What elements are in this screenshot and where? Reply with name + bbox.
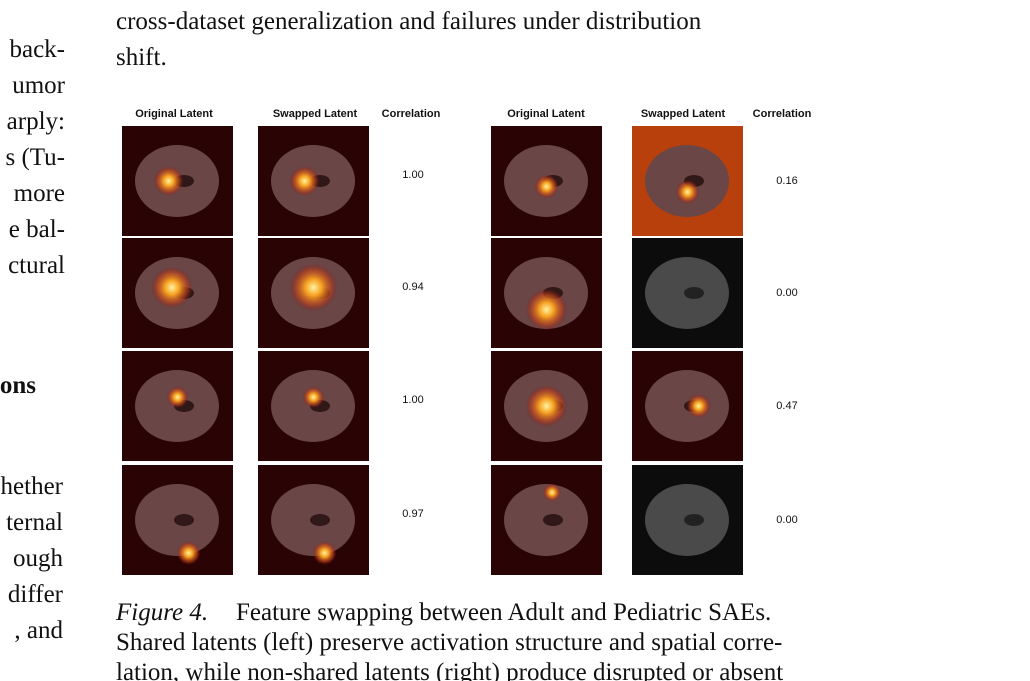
brain-image — [258, 126, 369, 236]
column-header: Swapped Latent — [273, 108, 358, 120]
left-column-line: umor — [12, 72, 65, 99]
activation — [153, 166, 184, 196]
ventricle — [684, 287, 704, 299]
left-column-line: differ — [8, 581, 64, 608]
left-column-line: hether — [1, 473, 64, 500]
caption-line: Shared latents (left) preserve activatio… — [116, 629, 782, 656]
left-column-line: ctural — [8, 252, 65, 279]
ventricle — [684, 514, 704, 526]
correlation-value: 0.94 — [402, 281, 423, 293]
activation — [150, 266, 193, 309]
brain-image — [258, 238, 369, 348]
ventricle — [310, 514, 330, 526]
caption-label: Figure 4. — [115, 599, 208, 626]
correlation-value: 1.00 — [402, 394, 423, 406]
correlation-value: 0.97 — [402, 508, 423, 520]
column-header: Swapped Latent — [641, 108, 726, 120]
ventricle — [174, 514, 194, 526]
activation — [686, 394, 711, 418]
left-column-line: more — [14, 180, 65, 207]
brain-image — [122, 126, 233, 236]
left-column-line: ough — [13, 545, 64, 572]
activation — [525, 288, 568, 331]
brain-image — [491, 465, 602, 575]
activation — [525, 385, 568, 427]
left-column-line: e bal- — [9, 216, 65, 243]
brain-image — [632, 351, 743, 461]
body-line: shift. — [116, 44, 167, 71]
column-header: Original Latent — [135, 108, 213, 120]
section-heading: ons — [0, 372, 36, 399]
column-header: Correlation — [753, 108, 812, 120]
activation — [176, 541, 201, 565]
activation — [675, 180, 700, 204]
column-header: Correlation — [382, 108, 441, 120]
left-column-line: , and — [14, 617, 63, 644]
brain-image — [632, 465, 743, 575]
correlation-value: 0.16 — [776, 175, 797, 187]
activation — [289, 263, 338, 312]
left-column-line: arply: — [7, 108, 65, 135]
activation — [166, 386, 189, 409]
correlation-value: 0.47 — [776, 400, 797, 412]
left-column-line: s (Tu- — [5, 144, 65, 171]
brain-image — [258, 465, 369, 575]
left-column-line: back- — [9, 36, 65, 63]
brain-image — [258, 351, 369, 461]
caption-line: Feature swapping between Adult and Pedia… — [236, 599, 771, 626]
brain-image — [122, 351, 233, 461]
brain-image — [491, 126, 602, 236]
column-header: Original Latent — [507, 108, 585, 120]
activation — [302, 386, 325, 409]
caption-line: lation, while non-shared latents (right)… — [116, 659, 783, 681]
ventricle — [543, 514, 563, 526]
correlation-value: 1.00 — [402, 169, 423, 181]
activation — [534, 174, 559, 199]
brain-image — [491, 238, 602, 348]
correlation-value: 0.00 — [776, 287, 797, 299]
activation — [543, 483, 562, 502]
correlation-value: 0.00 — [776, 514, 797, 526]
activation — [312, 541, 337, 565]
left-column-line: ternal — [6, 509, 63, 536]
brain-image — [632, 238, 743, 348]
brain-image — [632, 126, 743, 236]
brain-image — [122, 238, 233, 348]
body-line: cross-dataset generalization and failure… — [116, 8, 702, 35]
brain-image — [122, 465, 233, 575]
brain-image — [491, 351, 602, 461]
activation — [289, 166, 320, 196]
